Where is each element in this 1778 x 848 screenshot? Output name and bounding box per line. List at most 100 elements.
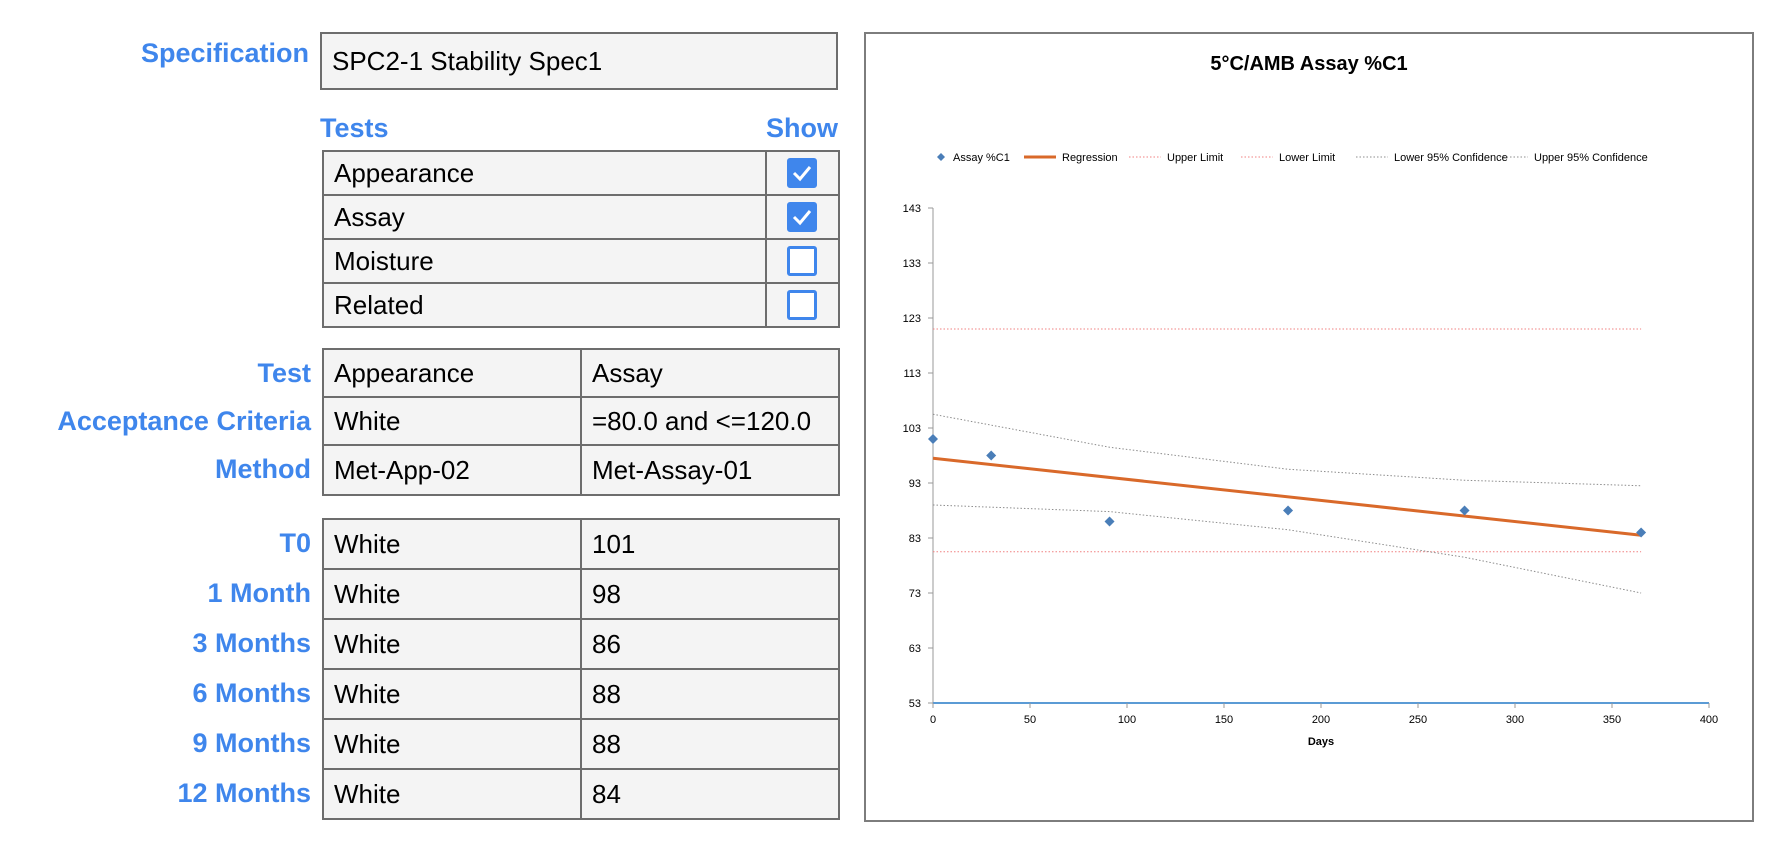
- test-name: Appearance: [334, 157, 475, 188]
- detail-value: Met-App-02: [334, 454, 470, 485]
- result-value: White: [334, 528, 401, 559]
- result-cell: 84: [580, 768, 840, 820]
- series-upper-95-confidence: [932, 413, 1642, 487]
- test-row-related: Related: [322, 282, 767, 328]
- show-cell: [765, 150, 840, 196]
- y-tick-label: 113: [903, 368, 921, 380]
- checkmark-icon: [792, 166, 812, 182]
- detail-value: =80.0 and <=120.0: [592, 405, 812, 436]
- show-checkbox-moisture[interactable]: [787, 246, 817, 276]
- x-tick-label: 200: [1312, 714, 1330, 726]
- row-label-method: Method: [215, 454, 311, 484]
- result-value: 98: [592, 578, 621, 609]
- y-tick-label: 63: [909, 643, 921, 655]
- detail-value: White: [334, 405, 401, 436]
- y-tick-label: 73: [909, 588, 921, 600]
- result-value: White: [334, 778, 401, 809]
- timepoint-label: 3 Months: [192, 628, 312, 658]
- data-point: [1636, 527, 1647, 538]
- x-axis-label: Days: [1308, 736, 1334, 748]
- result-cell: 86: [580, 618, 840, 670]
- legend-label: Lower Limit: [1279, 152, 1335, 164]
- show-checkbox-related[interactable]: [787, 290, 817, 320]
- result-cell: White: [322, 568, 582, 620]
- result-value: 88: [592, 728, 621, 759]
- result-cell: 88: [580, 718, 840, 770]
- show-cell: [765, 238, 840, 284]
- show-cell: [765, 194, 840, 240]
- x-tick-label: 350: [1603, 714, 1621, 726]
- detail-cell: Appearance: [322, 348, 582, 398]
- y-tick-label: 133: [903, 258, 921, 270]
- detail-value: Appearance: [334, 357, 475, 388]
- x-tick-label: 100: [1118, 714, 1136, 726]
- x-tick-label: 250: [1409, 714, 1427, 726]
- timepoint-label: 12 Months: [177, 778, 311, 808]
- result-cell: 101: [580, 518, 840, 570]
- result-cell: White: [322, 668, 582, 720]
- data-point: [1104, 516, 1115, 527]
- data-point: [928, 434, 938, 444]
- result-cell: 88: [580, 668, 840, 720]
- specification-label: Specification: [140, 38, 309, 68]
- x-tick-label: 0: [930, 714, 936, 726]
- show-checkbox-assay[interactable]: [787, 202, 817, 232]
- show-cell: [765, 282, 840, 328]
- row-label-test: Test: [257, 358, 311, 388]
- result-value: White: [334, 578, 401, 609]
- y-tick-label: 103: [903, 423, 921, 435]
- detail-cell: White: [322, 396, 582, 446]
- show-checkbox-appearance[interactable]: [787, 158, 817, 188]
- result-value: White: [334, 728, 401, 759]
- result-value: 88: [592, 678, 621, 709]
- x-tick-label: 150: [1215, 714, 1233, 726]
- test-name: Assay: [334, 201, 405, 232]
- result-value: 86: [592, 628, 621, 659]
- series-regression: [932, 456, 1642, 537]
- detail-value: Assay: [592, 357, 663, 388]
- legend-label: Upper 95% Confidence: [1534, 152, 1648, 164]
- data-point: [1283, 505, 1294, 516]
- legend-label: Lower 95% Confidence: [1394, 152, 1508, 164]
- result-cell: White: [322, 518, 582, 570]
- specification-value: SPC2-1 Stability Spec1: [332, 45, 603, 76]
- test-row-assay: Assay: [322, 194, 767, 240]
- result-value: White: [334, 628, 401, 659]
- result-value: 84: [592, 778, 621, 809]
- result-cell: White: [322, 618, 582, 670]
- test-row-appearance: Appearance: [322, 150, 767, 196]
- series-lower-95-confidence: [932, 504, 1642, 594]
- stability-chart: 5°C/AMB Assay %C1 53 63 73 83 93 103 113 123 133 1…: [903, 53, 1719, 748]
- y-tick-label: 123: [903, 313, 921, 325]
- legend-label: Assay %C1: [953, 152, 1010, 164]
- chart-title: 5°C/AMB Assay %C1: [1210, 53, 1407, 75]
- checkmark-icon: [792, 210, 812, 226]
- chart-panel: 5°C/AMB Assay %C1 53 63 73 83 93 103 113 123 133 1…: [864, 32, 1754, 822]
- y-tick-label: 143: [903, 203, 921, 215]
- result-value: White: [334, 678, 401, 709]
- timepoint-label: 6 Months: [192, 678, 312, 708]
- x-tick-label: 300: [1506, 714, 1524, 726]
- test-name: Related: [334, 289, 424, 320]
- detail-cell: Met-Assay-01: [580, 444, 840, 496]
- detail-cell: Met-App-02: [322, 444, 582, 496]
- legend-label: Regression: [1062, 152, 1118, 164]
- detail-value: Met-Assay-01: [592, 454, 753, 485]
- timepoint-label: T0: [279, 528, 311, 558]
- x-tick-label: 400: [1700, 714, 1718, 726]
- data-point: [986, 450, 997, 461]
- legend-marker: [937, 153, 945, 161]
- timepoint-label: 1 Month: [207, 578, 311, 608]
- tests-header: Tests: [320, 113, 389, 143]
- test-row-moisture: Moisture: [322, 238, 767, 284]
- x-tick-label: 50: [1024, 714, 1036, 726]
- specification-field[interactable]: SPC2-1 Stability Spec1: [320, 32, 838, 90]
- detail-cell: Assay: [580, 348, 840, 398]
- y-tick-label: 93: [909, 478, 921, 490]
- show-header: Show: [766, 113, 838, 143]
- result-cell: 98: [580, 568, 840, 620]
- timepoint-label: 9 Months: [192, 728, 312, 758]
- y-tick-label: 53: [909, 698, 921, 710]
- data-point: [1459, 505, 1470, 516]
- detail-cell: =80.0 and <=120.0: [580, 396, 840, 446]
